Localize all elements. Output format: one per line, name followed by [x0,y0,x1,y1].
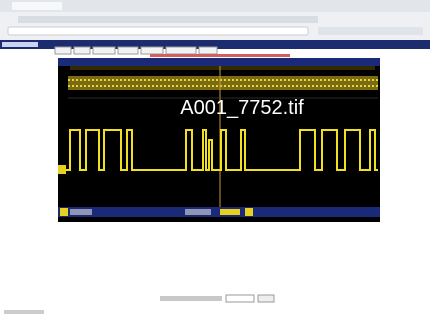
scope-subbar [70,66,375,70]
channel-readout [70,209,92,215]
nav-button[interactable] [93,47,115,54]
channel-badge [60,208,68,216]
tab-strip [0,0,430,12]
timebase-readout [185,209,211,215]
browser-tools[interactable] [318,27,423,35]
nav-buttons [55,47,217,54]
app-logo [2,42,38,47]
nav-button[interactable] [166,47,196,54]
status-message [150,54,290,57]
nav-button[interactable] [141,47,163,54]
copyright [4,310,44,314]
refresh-label [160,296,222,301]
nav-button[interactable] [74,47,90,54]
page: {"overlay": {"filename": "A001_7752.tif"… [0,0,430,318]
scope-status-bar [58,58,380,66]
nav-button[interactable] [55,47,71,54]
screenshot: A001_7752.tif [0,0,430,318]
filename-overlay: A001_7752.tif [180,97,304,119]
refresh-input[interactable] [226,295,254,302]
browser-tab[interactable] [12,2,62,10]
nav-button[interactable] [118,47,138,54]
bookmarks-bar[interactable] [18,16,318,23]
trigger-badge [245,208,253,216]
channel-marker [58,165,66,174]
scope-bottom-bar [58,207,380,217]
trigger-readout [220,209,240,215]
bus-decode [68,76,378,90]
nav-button[interactable] [199,47,217,54]
address-bar[interactable] [8,27,308,35]
refresh-button[interactable] [258,295,274,302]
